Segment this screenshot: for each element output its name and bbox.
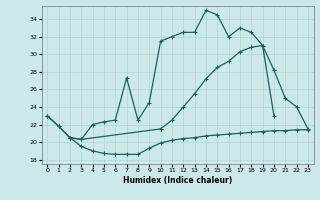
X-axis label: Humidex (Indice chaleur): Humidex (Indice chaleur) (123, 176, 232, 185)
